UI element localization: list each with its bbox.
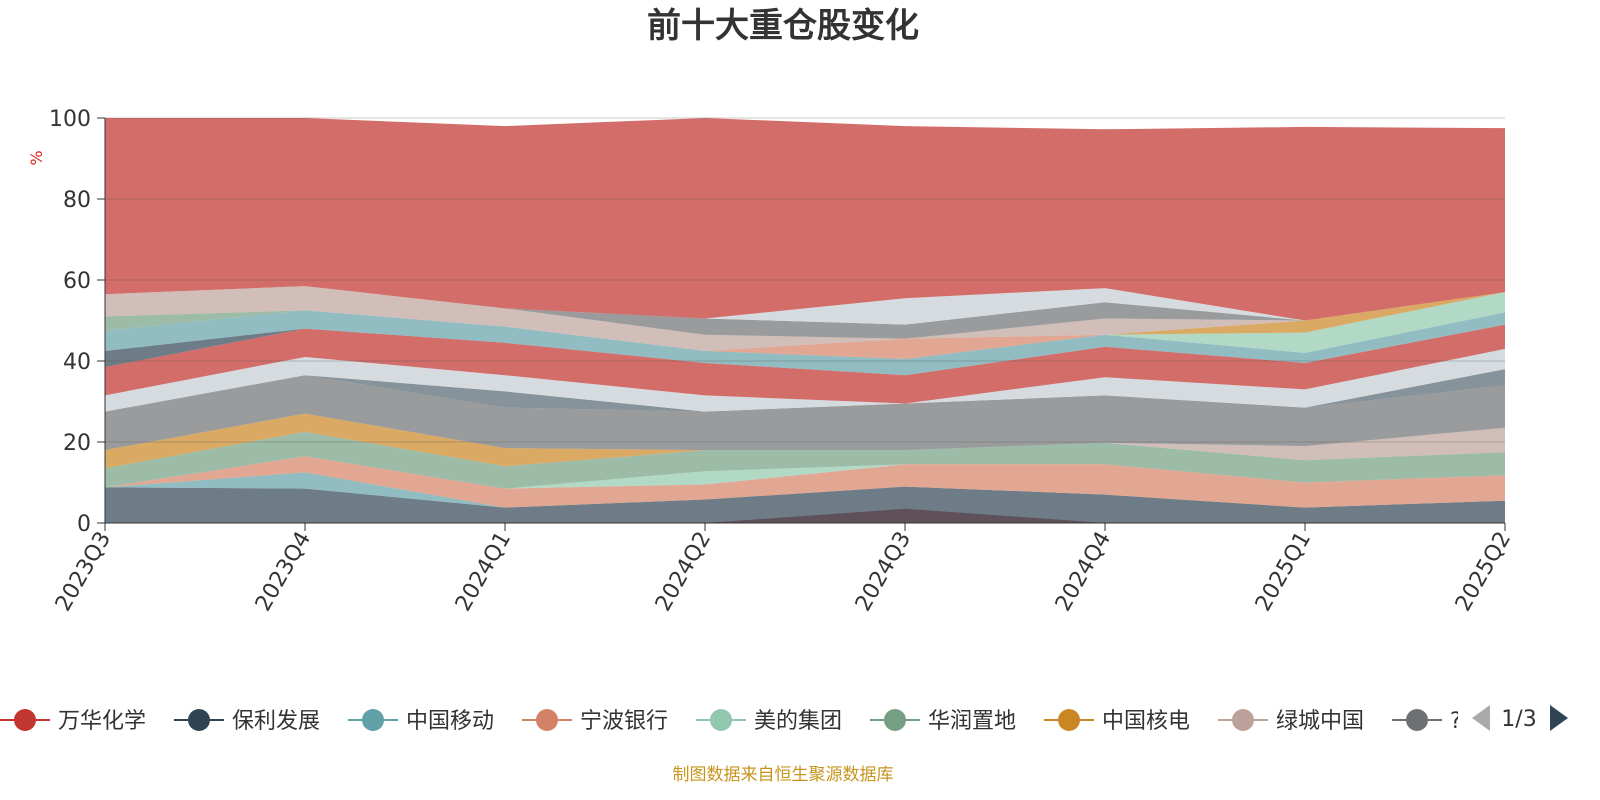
legend-item[interactable]: 保利发展 — [174, 709, 320, 734]
series-area-15 — [105, 292, 1505, 353]
legend-label: 中国核电 — [1102, 709, 1190, 734]
legend-marker-icon — [710, 709, 732, 731]
legend-next-icon[interactable] — [1550, 705, 1568, 731]
legend-label: 中国移动 — [406, 709, 494, 734]
series-area-2 — [105, 472, 1505, 508]
x-tick-label: 2025Q1 — [1251, 528, 1316, 616]
legend-page-indicator: 1/3 — [1501, 707, 1536, 732]
legend-item[interactable]: 万华化学 — [0, 709, 146, 734]
legend-item[interactable]: 宁波银行 — [522, 709, 668, 734]
series-area-5 — [105, 431, 1505, 489]
series-area-3 — [105, 456, 1505, 508]
x-tick-label: 2024Q3 — [851, 528, 916, 616]
legend-item[interactable]: 华润置地 — [870, 709, 1016, 734]
legend-marker-icon — [362, 709, 384, 731]
x-tick-label: 2024Q4 — [1051, 528, 1116, 616]
x-tick-label: 2023Q3 — [51, 528, 116, 616]
legend-marker-icon — [14, 709, 36, 731]
y-tick-label: 100 — [49, 107, 91, 132]
legend-label: 美的集团 — [754, 709, 842, 734]
y-tick-label: 60 — [63, 269, 91, 294]
series-area-21 — [105, 118, 1505, 321]
x-ticks: 2023Q3 2023Q4 2024Q1 2024Q2 2024Q3 2024Q4 2025… — [51, 523, 1516, 616]
legend-marker-icon — [1232, 709, 1254, 731]
legend-marker-icon — [536, 709, 558, 731]
y-tick-label: 20 — [63, 431, 91, 456]
y-ticks: 0 20 40 60 80 100 — [49, 107, 105, 537]
y-tick-label: 80 — [63, 188, 91, 213]
x-tick-label: 2024Q1 — [451, 528, 516, 616]
legend-item[interactable]: 中国移动 — [348, 709, 494, 734]
x-tick-label: 2024Q2 — [651, 528, 716, 616]
legend-item[interactable]: 中国核电 — [1044, 709, 1190, 734]
legend-label: 保利发展 — [232, 709, 320, 734]
legend-marker-icon — [188, 709, 210, 731]
y-tick-label: 40 — [63, 350, 91, 375]
axes — [104, 118, 1505, 524]
legend-label: 万华化学 — [58, 709, 146, 734]
data-source-note: 制图数据来自恒生聚源数据库 — [673, 765, 894, 785]
legend-item[interactable]: 绿城中国 — [1218, 709, 1364, 734]
legend-label: 绿城中国 — [1276, 709, 1364, 734]
y-axis-unit: % — [27, 150, 46, 165]
series-area-18 — [105, 286, 1505, 351]
legend-label: 华润置地 — [928, 709, 1016, 734]
series-area-6 — [105, 413, 1505, 469]
series-area-8 — [105, 375, 1505, 451]
series-area-11 — [105, 324, 1505, 404]
series-areas — [105, 118, 1505, 523]
legend: 万华化学 保利发展 中国移动 宁波银行 美的集团 华润置地 中国核电 绿城中国? — [0, 709, 1462, 734]
x-tick-label: 2023Q4 — [251, 528, 316, 616]
series-area-13 — [105, 310, 1505, 376]
legend-prev-icon[interactable] — [1472, 705, 1490, 731]
series-area-19 — [105, 286, 1505, 339]
legend-item[interactable]: ? — [1392, 709, 1462, 734]
legend-marker-icon — [1406, 709, 1428, 731]
series-area-1 — [105, 486, 1505, 523]
legend-pager: 1/3 — [1472, 705, 1568, 732]
legend-marker-icon — [884, 709, 906, 731]
legend-item[interactable]: 美的集团 — [696, 709, 842, 734]
legend-label: ? — [1450, 709, 1462, 734]
series-area-20 — [105, 286, 1505, 325]
chart-title: 前十大重仓股变化 — [647, 6, 919, 46]
y-tick-label: 0 — [77, 512, 91, 537]
legend-label: 宁波银行 — [580, 709, 668, 734]
series-area-7 — [105, 413, 1505, 461]
grid-lines — [105, 117, 1505, 443]
series-area-10 — [105, 348, 1505, 412]
series-area-4 — [105, 456, 1505, 489]
legend-marker-icon — [1058, 709, 1080, 731]
series-area-14 — [105, 310, 1505, 359]
x-tick-label: 2025Q2 — [1451, 528, 1516, 616]
